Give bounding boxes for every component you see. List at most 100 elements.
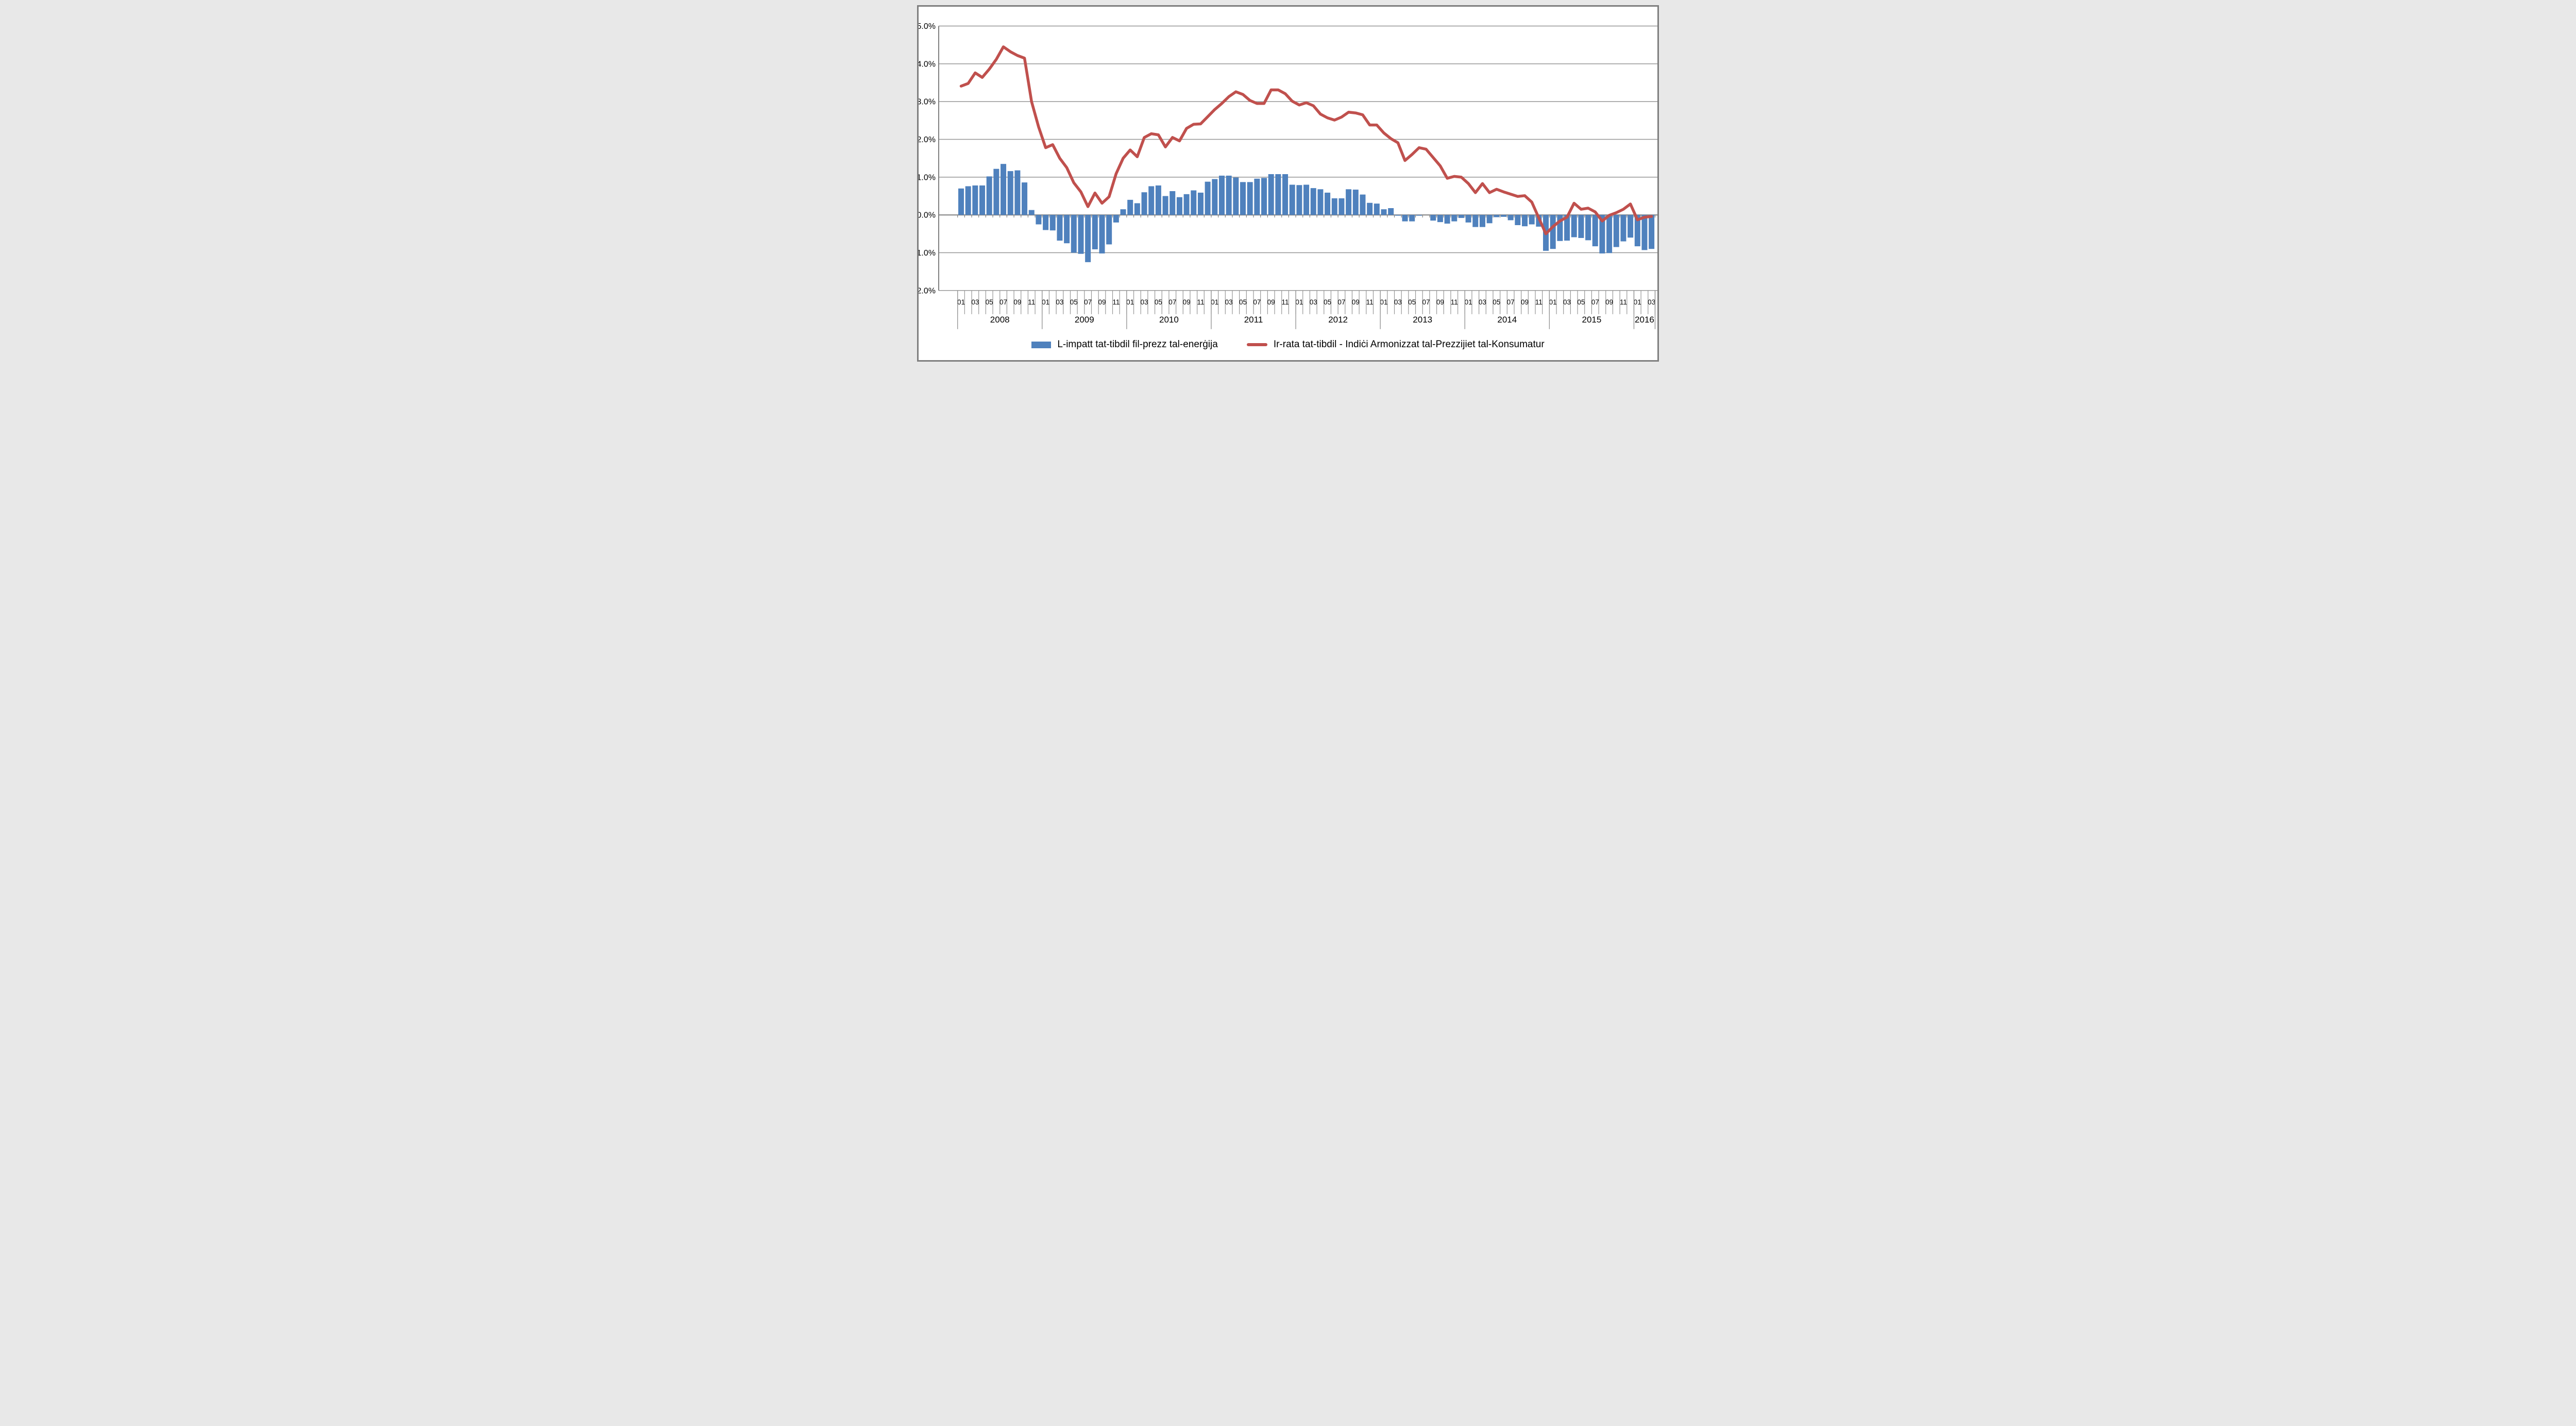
bar-2010-12 [1205,181,1211,215]
bar-2014-08 [1515,215,1521,225]
bar-2014-03 [1479,215,1485,227]
bar-2012-12 [1374,203,1380,215]
bar-2011-06 [1247,182,1253,215]
bar-2009-05 [1071,215,1077,253]
y-axis-tick-label: 2.0% [919,135,936,144]
x-axis-year-label: 2014 [1497,315,1517,325]
x-axis-month-label: 03 [1563,298,1571,306]
bar-2011-11 [1282,174,1289,215]
bar-2012-01 [1296,185,1302,215]
bar-2012-05 [1325,192,1331,215]
x-axis-month-label: 09 [1352,298,1360,306]
bar-2010-08 [1176,197,1182,215]
bar-2009-07 [1085,215,1091,262]
x-axis-month-label: 03 [1056,298,1063,306]
bar-2015-08 [1599,215,1605,253]
bar-2008-06 [993,168,999,215]
bar-2013-10 [1444,215,1450,224]
x-axis-month-label: 01 [1549,298,1557,306]
x-axis-month-label: 01 [1042,298,1049,306]
bar-2010-03 [1141,192,1147,215]
bar-2010-09 [1183,194,1190,215]
bar-2015-06 [1585,215,1591,241]
bar-2014-01 [1465,215,1471,223]
bar-2009-03 [1057,215,1063,241]
x-axis-month-label: 01 [1380,298,1387,306]
bar-2012-03 [1310,188,1316,215]
bar-2016-03 [1649,215,1655,249]
bar-2013-08 [1430,215,1436,221]
x-axis-month-label: 09 [1521,298,1529,306]
bar-series-swatch [1031,341,1052,348]
bar-2015-10 [1613,215,1619,247]
y-axis-tick-label: 1.0% [919,173,936,182]
x-axis-month-label: 11 [1451,298,1458,306]
x-axis-month-label: 07 [1168,298,1176,306]
bar-2008-08 [1007,171,1013,215]
bar-2010-10 [1191,190,1197,215]
x-axis-year-label: 2012 [1328,315,1348,325]
x-axis-month-label: 03 [1141,298,1148,306]
bar-2011-01 [1212,179,1218,215]
x-axis-month-label: 03 [1225,298,1233,306]
bar-2015-12 [1628,215,1634,238]
bar-2015-04 [1571,215,1577,237]
y-axis-tick-label: -1.0% [919,249,936,258]
legend-label-hicp: Ir-rata tat-tibdil - Indiċi Armonizzat t… [1273,339,1545,350]
x-axis-month-label: 05 [1155,298,1162,306]
bar-2010-02 [1134,203,1140,215]
hicp-rate-line [959,45,1653,235]
bar-2009-01 [1043,215,1049,230]
bar-2015-02 [1557,215,1563,241]
x-axis-month-label: 05 [1324,298,1331,306]
x-axis-month-label: 01 [1465,298,1472,306]
bar-2010-04 [1148,186,1155,215]
x-axis-month-label: 09 [1605,298,1613,306]
bar-2009-04 [1064,215,1070,244]
x-axis-month-label: 05 [1577,298,1585,306]
x-axis-month-label: 09 [1013,298,1021,306]
x-axis-year-label: 2010 [1159,315,1179,325]
x-axis-month-label: 11 [1112,298,1120,306]
bar-2008-03 [972,185,978,215]
x-axis-month-label: 01 [957,298,965,306]
x-axis-month-label: 09 [1436,298,1444,306]
x-axis-month-label: 11 [1620,298,1627,306]
bar-2014-09 [1522,215,1528,227]
bar-2009-10 [1106,215,1112,245]
x-axis-month-label: 01 [1634,298,1641,306]
bar-2015-01 [1550,215,1556,249]
x-axis-month-label: 01 [1295,298,1303,306]
x-axis-month-label: 07 [1422,298,1430,306]
bar-2011-10 [1275,174,1281,215]
bar-2015-11 [1620,215,1626,242]
x-axis-month-label: 09 [1183,298,1191,306]
bar-2016-01 [1634,215,1640,247]
y-axis-tick-label: 0.0% [919,211,936,220]
bar-2011-08 [1261,178,1267,215]
x-axis-month-label: 11 [1197,298,1204,306]
x-axis-month-label: 07 [1084,298,1092,306]
bar-2009-11 [1113,215,1119,223]
bar-2013-09 [1437,215,1443,223]
legend-label-energy: L-impatt tat-tibdil fil-prezz tal-enerġi… [1057,339,1218,350]
x-axis-month-label: 03 [1394,298,1402,306]
bar-2014-07 [1507,215,1514,220]
bar-2008-10 [1022,182,1028,215]
bar-2012-02 [1303,184,1310,215]
x-axis-month-label: 11 [1282,298,1289,306]
y-axis-tick-label: 3.0% [919,98,936,107]
bar-2012-10 [1360,194,1366,215]
x-axis-year-label: 2008 [990,315,1010,325]
x-axis-year-label: 2013 [1413,315,1432,325]
x-axis-month-label: 07 [1253,298,1261,306]
x-axis-month-label: 03 [1648,298,1655,306]
x-axis-month-label: 07 [1591,298,1599,306]
bar-2013-05 [1409,215,1415,222]
bar-2014-02 [1472,215,1479,227]
bar-2010-06 [1162,196,1168,215]
x-axis-month-label: 03 [971,298,979,306]
bar-2009-06 [1078,215,1084,254]
bar-2015-05 [1578,215,1584,238]
bar-2013-04 [1402,215,1408,222]
